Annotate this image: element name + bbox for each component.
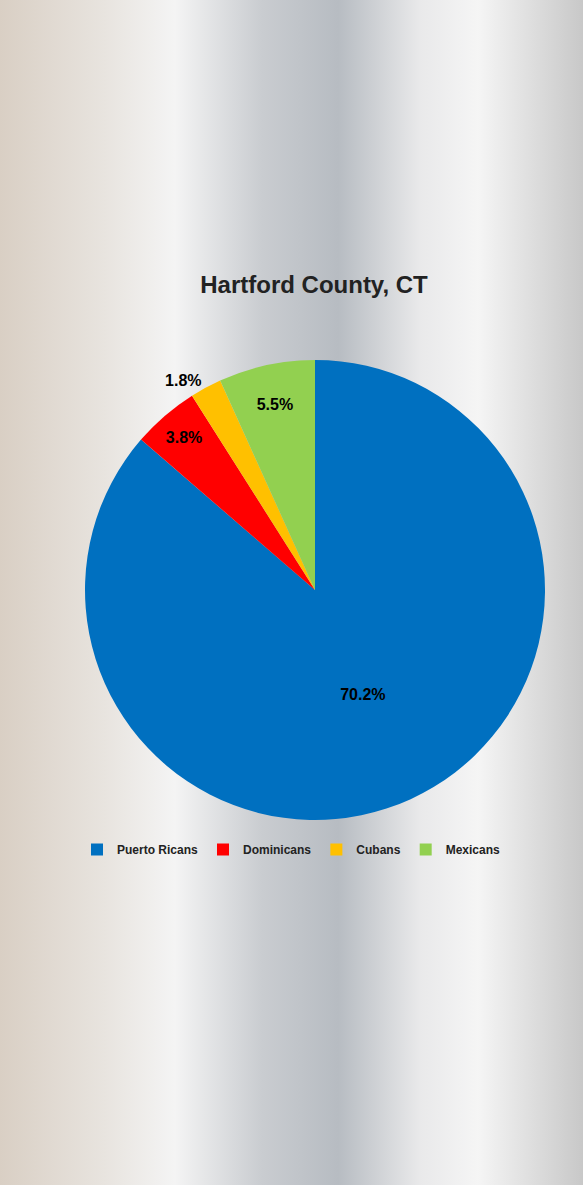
svg-text:Cubans: Cubans	[356, 843, 400, 857]
svg-text:Hartford County, CT: Hartford County, CT	[200, 271, 428, 298]
svg-text:5.5%: 5.5%	[257, 396, 293, 413]
svg-text:1.8%: 1.8%	[165, 372, 201, 389]
svg-text:3.8%: 3.8%	[166, 429, 202, 446]
svg-text:Mexicans: Mexicans	[446, 843, 500, 857]
svg-text:Puerto Ricans: Puerto Ricans	[117, 843, 198, 857]
svg-text:Dominicans: Dominicans	[243, 843, 311, 857]
svg-text:70.2%: 70.2%	[340, 686, 385, 703]
